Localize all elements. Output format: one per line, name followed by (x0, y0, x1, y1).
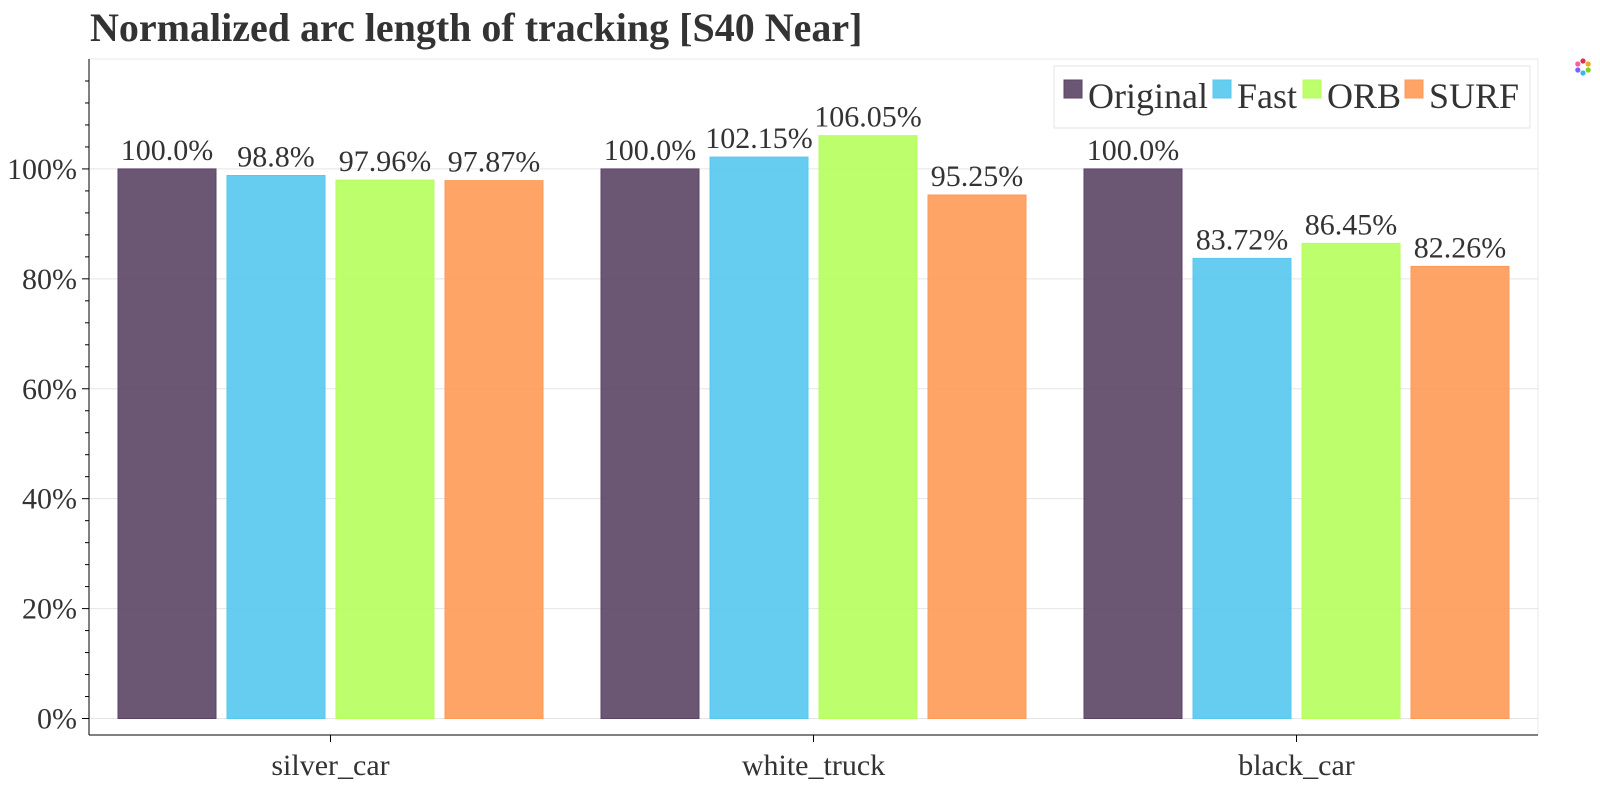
data-label: 100.0% (604, 134, 697, 167)
logo-dot (1585, 61, 1591, 67)
bar-surf-black_car[interactable] (1410, 265, 1510, 720)
bar-fast-silver_car[interactable] (226, 175, 326, 720)
data-label: 100.0% (121, 134, 214, 167)
axes: 0% 20% 40% 60% 80% 100% silver_car white_truck b… (7, 59, 1538, 782)
x-tick-label: silver_car (271, 749, 389, 782)
bar-surf-white_truck[interactable] (927, 194, 1027, 720)
logo-dot (1575, 61, 1581, 67)
data-label: 82.26% (1414, 231, 1507, 264)
data-label: 95.25% (931, 160, 1024, 193)
data-label: 83.72% (1196, 223, 1289, 256)
logo-dot (1580, 70, 1586, 76)
bar-fast-black_car[interactable] (1192, 257, 1292, 720)
logo-dot (1585, 67, 1591, 73)
legend-box (1053, 65, 1531, 129)
legend-label-original[interactable]: Original (1088, 76, 1208, 116)
data-label: 100.0% (1087, 134, 1180, 167)
y-tick-label: 0% (37, 703, 77, 736)
bar-orb-white_truck[interactable] (818, 135, 918, 720)
data-label: 106.05% (814, 101, 922, 134)
bar-original-black_car[interactable] (1083, 168, 1183, 720)
bars (117, 135, 1510, 720)
data-label: 97.96% (339, 145, 432, 178)
bokeh-logo-icon[interactable] (1574, 58, 1592, 76)
bar-fast-white_truck[interactable] (709, 156, 809, 720)
legend-label-fast[interactable]: Fast (1237, 76, 1297, 116)
logo-dot (1580, 58, 1586, 64)
logo-dot (1575, 67, 1581, 73)
legend-swatch-fast[interactable] (1212, 79, 1232, 99)
data-label: 102.15% (705, 122, 813, 155)
y-tick-label: 80% (22, 263, 77, 296)
data-labels: 100.0% 98.8% 97.96% 97.87% 100.0% 102.15%106.… (121, 101, 1507, 265)
data-label: 97.87% (448, 146, 541, 179)
bar-original-white_truck[interactable] (600, 168, 700, 720)
y-tick-label: 60% (22, 373, 77, 406)
chart-title: Normalized arc length of tracking [S40 N… (90, 5, 863, 50)
bar-orb-silver_car[interactable] (335, 179, 435, 720)
x-tick-label: white_truck (742, 749, 885, 782)
legend-label-surf[interactable]: SURF (1429, 76, 1519, 116)
legend-swatch-original[interactable] (1063, 79, 1083, 99)
bar-orb-black_car[interactable] (1301, 242, 1401, 720)
data-label: 86.45% (1305, 208, 1398, 241)
bar-surf-silver_car[interactable] (444, 180, 544, 720)
legend: Original Fast ORB SURF (1053, 65, 1531, 129)
data-label: 98.8% (237, 141, 315, 174)
y-tick-label: 40% (22, 483, 77, 516)
legend-swatch-orb[interactable] (1302, 79, 1322, 99)
x-tick-label: black_car (1238, 749, 1355, 782)
legend-label-orb[interactable]: ORB (1327, 76, 1401, 116)
bar-original-silver_car[interactable] (117, 168, 217, 720)
y-tick-label: 100% (7, 153, 77, 186)
y-tick-label: 20% (22, 593, 77, 626)
legend-swatch-surf[interactable] (1404, 79, 1424, 99)
